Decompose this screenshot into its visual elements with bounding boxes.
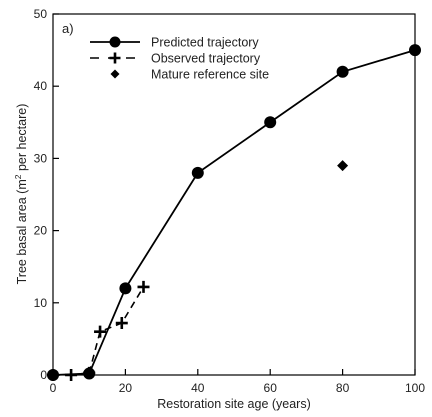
y-tick-label: 20 bbox=[34, 224, 48, 238]
plot-frame bbox=[52, 13, 416, 376]
x-tick-label: 0 bbox=[50, 381, 57, 395]
legend-marker-reference bbox=[110, 69, 120, 79]
legend-label: Predicted trajectory bbox=[151, 36, 259, 50]
series-layer bbox=[47, 44, 421, 381]
y-tick-label: 10 bbox=[34, 296, 48, 310]
legend-marker-observed bbox=[109, 52, 121, 64]
observed-trajectory-point bbox=[94, 325, 107, 338]
y-axis-label: Tree basal area (m2 per hectare) bbox=[13, 104, 29, 285]
predicted-trajectory-point bbox=[119, 282, 132, 295]
observed-trajectory-point bbox=[137, 280, 150, 293]
y-tick-label: 50 bbox=[34, 7, 48, 21]
y-tick-label: 30 bbox=[34, 151, 48, 165]
predicted-trajectory-point bbox=[336, 65, 349, 78]
legend-marker-predicted bbox=[109, 36, 121, 48]
predicted-trajectory-point bbox=[409, 44, 421, 57]
predicted-trajectory-line bbox=[52, 49, 416, 376]
x-tick-label: 100 bbox=[405, 381, 425, 395]
observed-trajectory-point bbox=[83, 366, 96, 379]
x-tick-label: 80 bbox=[336, 381, 350, 395]
panel-label: a) bbox=[62, 21, 74, 36]
predicted-trajectory-point bbox=[264, 116, 277, 129]
observed-trajectory-point bbox=[115, 317, 128, 330]
y-tick-label: 40 bbox=[34, 79, 48, 93]
x-tick-label: 40 bbox=[191, 381, 205, 395]
axis-ticks: 0 20 40 60 80 100 0 10 20 30 40 50 bbox=[34, 7, 426, 395]
observed-trajectory-point bbox=[47, 369, 59, 381]
mature-reference-point bbox=[337, 160, 349, 172]
x-tick-label: 60 bbox=[264, 381, 278, 395]
predicted-trajectory-point bbox=[191, 166, 204, 179]
observed-trajectory-point bbox=[65, 369, 78, 381]
legend-label: Observed trajectory bbox=[151, 52, 261, 66]
x-axis-label: Restoration site age (years) bbox=[157, 397, 311, 411]
x-tick-label: 20 bbox=[119, 381, 133, 395]
legend-label: Mature reference site bbox=[151, 68, 269, 82]
legend: Predicted trajectory Observed trajectory M… bbox=[90, 36, 269, 82]
y-tick-label: 0 bbox=[40, 368, 47, 382]
